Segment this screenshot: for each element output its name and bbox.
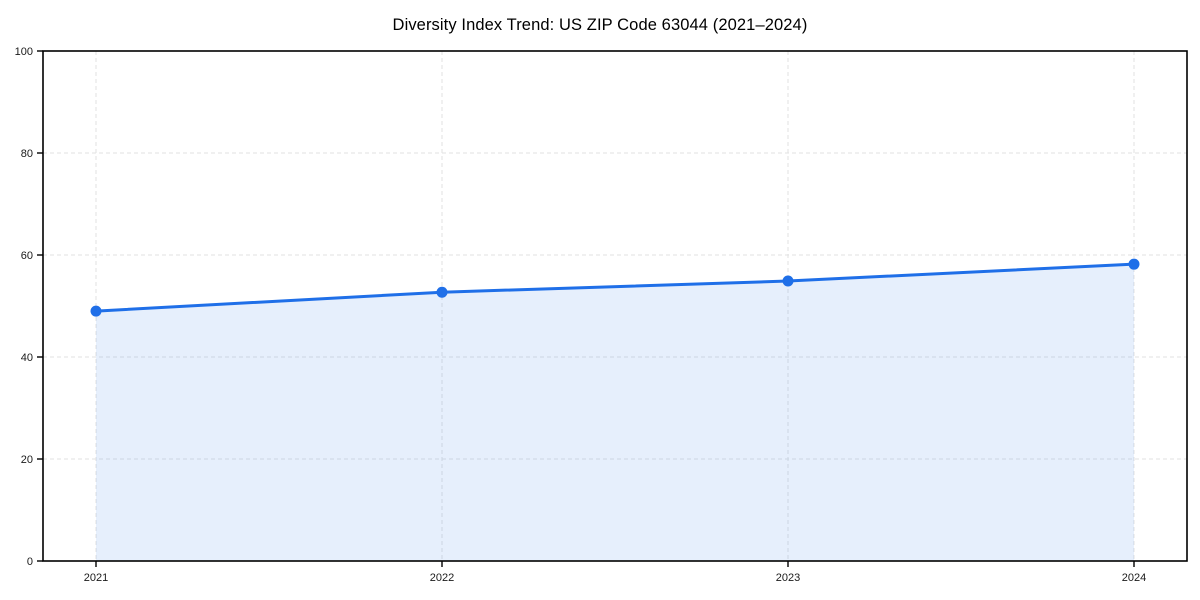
- data-point: [90, 305, 102, 317]
- chart-title: Diversity Index Trend: US ZIP Code 63044…: [392, 16, 808, 34]
- area-fill: [96, 264, 1134, 561]
- x-tick-label: 2023: [776, 572, 800, 584]
- trend-line: [94, 262, 1136, 313]
- x-tick-label: 2024: [1122, 572, 1146, 584]
- y-tick-label: 20: [21, 454, 33, 466]
- plot-border: [42, 50, 1188, 562]
- x-tick-label: 2022: [430, 572, 454, 584]
- y-tick-label: 100: [15, 46, 33, 58]
- data-point: [1128, 258, 1140, 270]
- y-tick-label: 80: [21, 148, 33, 160]
- data-point: [782, 275, 794, 287]
- y-tick-label: 0: [27, 556, 33, 568]
- x-tick-label: 2021: [84, 572, 108, 584]
- y-tick-label: 40: [21, 352, 33, 364]
- data-point: [436, 286, 448, 298]
- y-tick-label: 60: [21, 250, 33, 262]
